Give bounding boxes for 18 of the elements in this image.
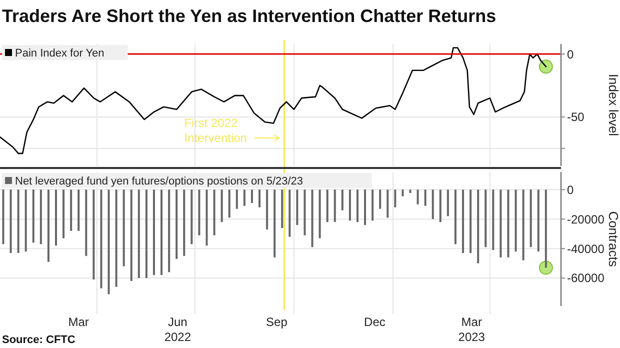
x-tick-label: Mar <box>68 315 89 329</box>
y-axis-title: Contracts <box>606 211 620 268</box>
legend-label: Pain Index for Yen <box>15 48 104 60</box>
legend-label: Net leveraged fund yen futures/options postions on 5/23/23 <box>15 176 304 188</box>
y-axis-title: Index level <box>606 74 620 136</box>
y-tick-label: -60000 <box>567 271 605 286</box>
y-tick-label: 0 <box>567 47 574 62</box>
x-tick-label: Sep <box>266 315 288 329</box>
source-note: Source: CFTC <box>2 334 76 346</box>
ref-line-label: First 2022 Intervention <box>184 116 247 145</box>
y-tick-label: 0 <box>567 182 574 197</box>
y-tick-label: -40000 <box>567 242 605 256</box>
y-tick-label: -50 <box>567 110 585 124</box>
x-tick-label: Mar 2023 <box>458 315 486 344</box>
x-tick-label: Dec <box>364 315 386 329</box>
chart-title: Traders Are Short the Yen as Intervention Chatter Returns <box>2 6 496 26</box>
y-tick-label: -20000 <box>567 212 605 226</box>
x-tick-label: Jun 2022 <box>164 315 192 344</box>
